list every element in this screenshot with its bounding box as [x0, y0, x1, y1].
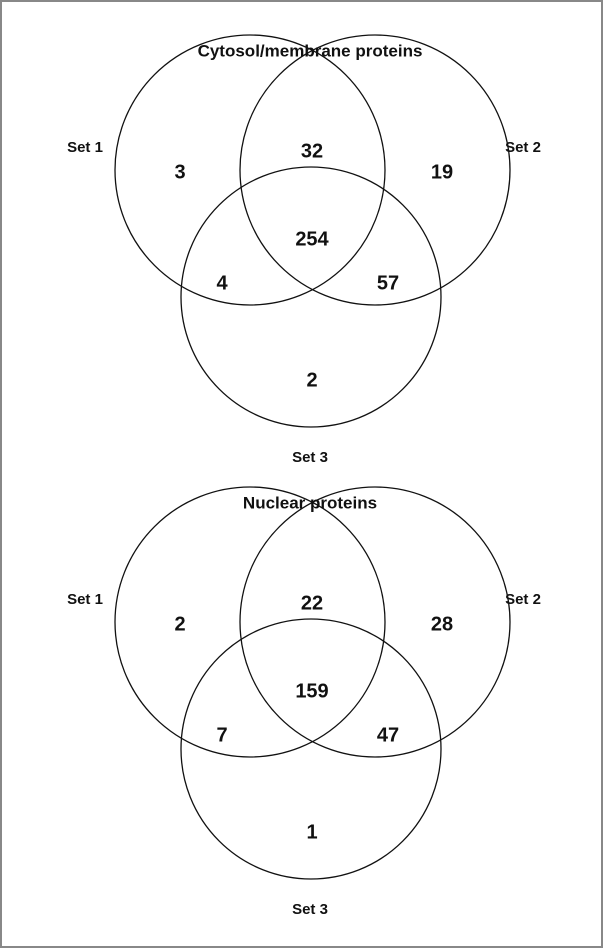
- region-count: 22: [301, 592, 323, 614]
- set-circle: [180, 166, 442, 428]
- region-count: 28: [431, 613, 453, 635]
- region-count: 1: [306, 821, 317, 843]
- set-circle: [239, 486, 511, 758]
- set-circle: [180, 618, 442, 880]
- region-count: 254: [295, 228, 329, 250]
- region-count: 2: [174, 613, 185, 635]
- set-label: Set 2: [505, 139, 541, 156]
- set-label: Set 3: [292, 449, 328, 466]
- set-circle: [239, 34, 511, 306]
- set-label: Set 1: [67, 591, 103, 608]
- region-count: 4: [216, 272, 228, 294]
- set-label: Set 3: [292, 901, 328, 918]
- region-count: 32: [301, 140, 323, 162]
- set-label: Set 1: [67, 139, 103, 156]
- set-circle: [114, 486, 386, 758]
- region-count: 3: [174, 161, 185, 183]
- region-count: 57: [377, 272, 399, 294]
- region-count: 19: [431, 161, 453, 183]
- region-count: 47: [377, 724, 399, 746]
- region-count: 159: [295, 680, 328, 702]
- set-label: Set 2: [505, 591, 541, 608]
- region-count: 2: [306, 369, 317, 391]
- set-circle: [114, 34, 386, 306]
- region-count: 7: [216, 724, 227, 746]
